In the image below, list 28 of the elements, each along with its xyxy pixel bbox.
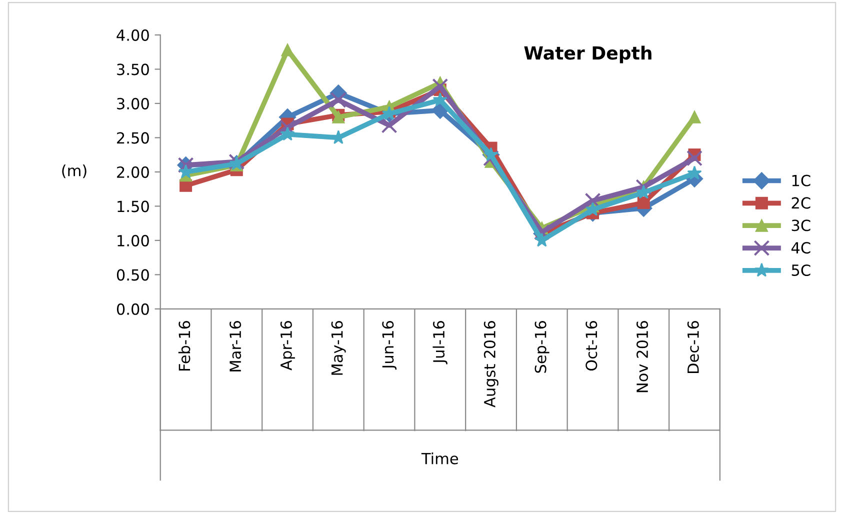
x-tick-label: Dec-16 (687, 320, 699, 374)
x-tick-label: Nov 2016 (636, 320, 648, 392)
x-axis-title: Time (421, 452, 458, 464)
y-tick-label: 4.00 (116, 29, 149, 41)
y-tick-label: 0.00 (116, 303, 149, 315)
text: Water Depth (524, 46, 652, 64)
x-tick-label: Feb-16 (178, 320, 190, 371)
y-tick-label: 2.00 (117, 166, 149, 178)
y-tick-label: 1.50 (118, 200, 149, 212)
x-tick-label: Mar-16 (230, 320, 242, 372)
x-tick-label: Jul-16 (432, 320, 448, 364)
y-tick-label: 3.50 (117, 64, 149, 76)
legend-label: 3C (792, 220, 810, 232)
x-tick-label: Sep-16 (534, 320, 550, 373)
x-tick-label: May-16 (331, 320, 346, 375)
y-tick-label: 3.00 (117, 98, 149, 110)
x-tick-label: Apr-16 (280, 320, 295, 370)
y-tick-label: 0.50 (116, 269, 149, 281)
x-tick-label: Oct-16 (586, 320, 598, 371)
x-tick-label: Jun-16 (382, 320, 397, 370)
y-tick-label: 2.50 (117, 132, 149, 144)
legend-label: 5C (792, 264, 810, 276)
x-tick-label: Augst 2016 (484, 320, 498, 408)
legend-label: 4C (791, 242, 810, 254)
y-axis-title: (m) (62, 164, 86, 178)
legend-label: 1C (792, 174, 810, 186)
legend-label: 2C (792, 197, 810, 209)
y-tick-label: 1.00 (118, 234, 149, 246)
